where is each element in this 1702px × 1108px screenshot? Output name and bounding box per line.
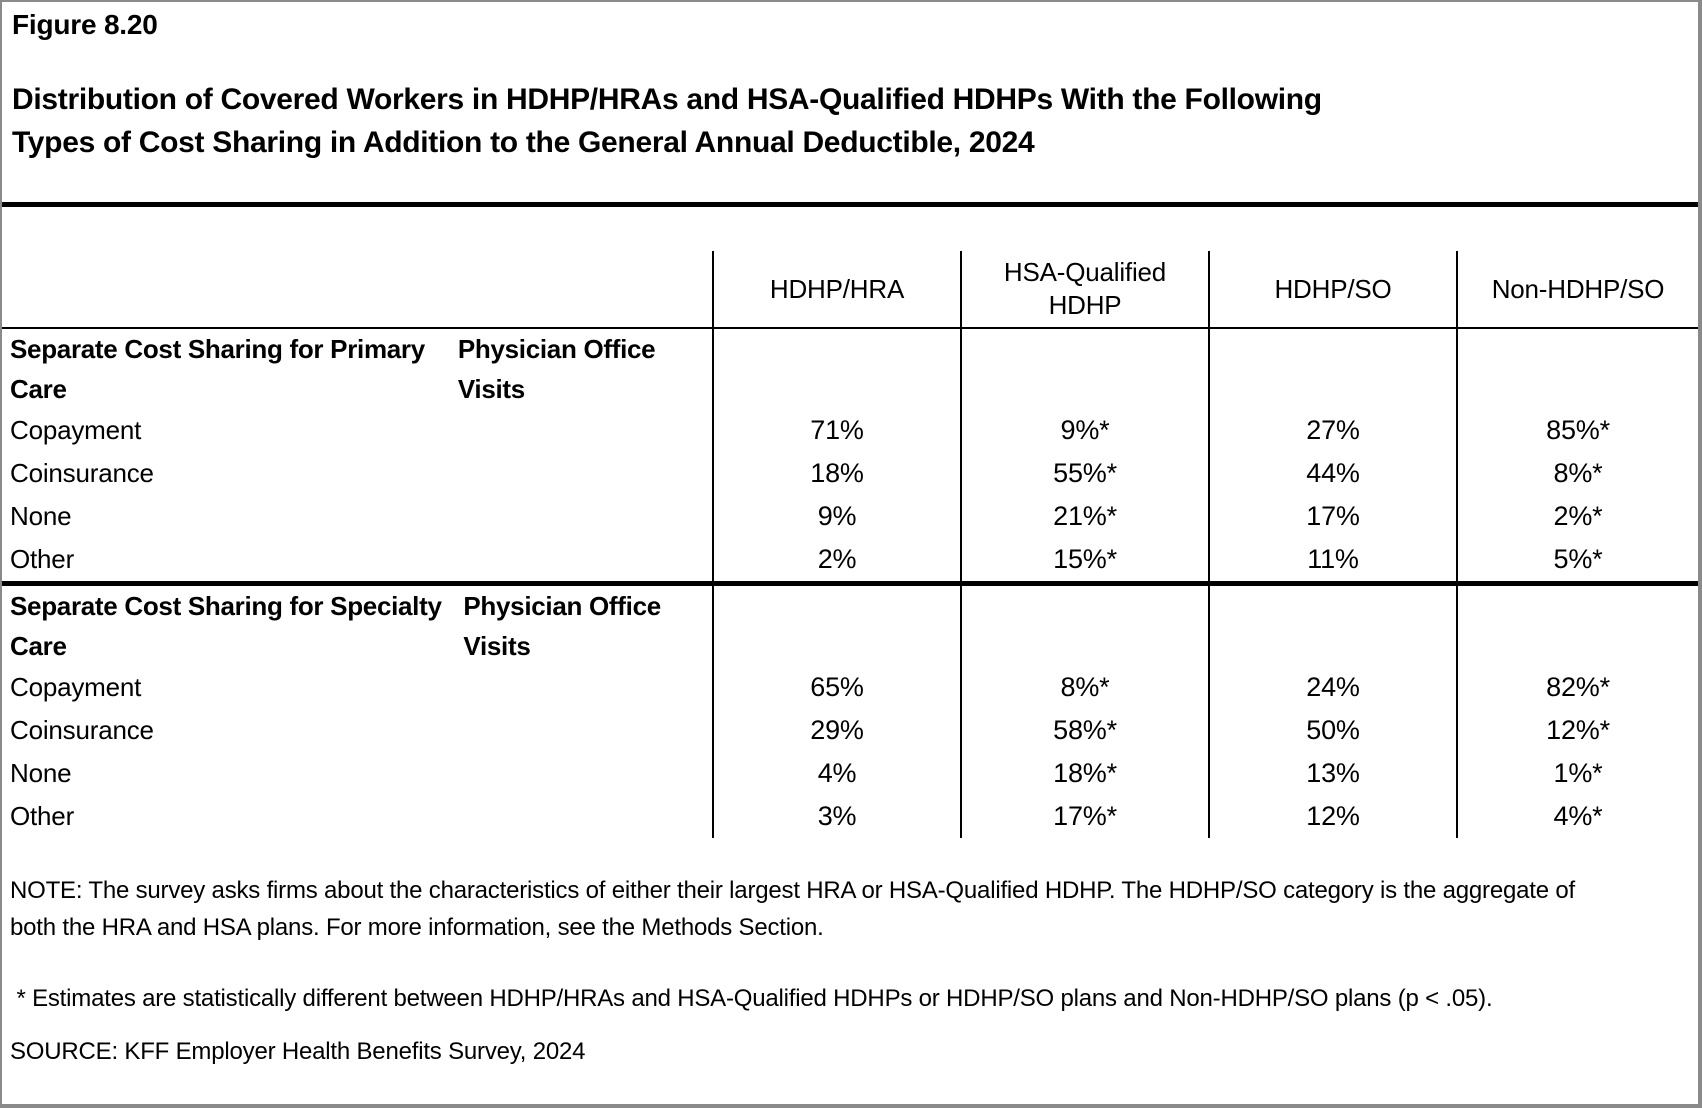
cell-value: 13% bbox=[1208, 752, 1456, 795]
cell-value: 29% bbox=[712, 709, 960, 752]
cell-value: 2% bbox=[712, 538, 960, 581]
empty-cell bbox=[712, 329, 960, 409]
cell-value: 11% bbox=[1208, 538, 1456, 581]
empty-cell bbox=[960, 329, 1208, 409]
source-text: SOURCE: KFF Employer Health Benefits Sur… bbox=[10, 1038, 586, 1065]
table-row-other: Other 3% 17%* 12% 4%* bbox=[2, 795, 1698, 838]
column-header-hdhp-so: HDHP/SO bbox=[1208, 207, 1456, 327]
figure-number: Figure 8.20 bbox=[12, 9, 158, 40]
cell-value: 4% bbox=[712, 752, 960, 795]
note-text: NOTE: The survey asks firms about the ch… bbox=[10, 877, 1575, 941]
row-label: Copayment bbox=[10, 415, 142, 445]
figure-title-line-2: Types of Cost Sharing in Addition to the… bbox=[12, 126, 1035, 159]
cell-value: 24% bbox=[1208, 666, 1456, 709]
column-header-hsa-qualified-hdhp: HSA-Qualified HDHP bbox=[960, 207, 1208, 327]
table-row-none: None 9% 21%* 17% 2%* bbox=[2, 495, 1698, 538]
figure-title-line-1: Distribution of Covered Workers in HDHP/… bbox=[12, 83, 1322, 116]
row-label: Other bbox=[10, 801, 75, 831]
cell-value: 82%* bbox=[1456, 666, 1698, 709]
empty-cell bbox=[1456, 586, 1698, 666]
section-title-line-2: Physician Office Visits bbox=[457, 334, 656, 404]
section-header-primary-care: Separate Cost Sharing for Primary Care P… bbox=[2, 329, 1698, 409]
cell-value: 58%* bbox=[960, 709, 1208, 752]
cell-value: 85%* bbox=[1456, 409, 1698, 452]
cell-value: 44% bbox=[1208, 452, 1456, 495]
cell-value: 27% bbox=[1208, 409, 1456, 452]
empty-cell bbox=[960, 586, 1208, 666]
cell-value: 71% bbox=[712, 409, 960, 452]
cell-value: 50% bbox=[1208, 709, 1456, 752]
title-divider-rule bbox=[2, 202, 1698, 207]
figure-header: Figure 8.20 Distribution of Covered Work… bbox=[2, 2, 1698, 164]
row-label: Copayment bbox=[10, 672, 142, 702]
empty-cell bbox=[1456, 329, 1698, 409]
cell-value: 17%* bbox=[960, 795, 1208, 838]
section-title: Separate Cost Sharing for Specialty Care… bbox=[2, 586, 712, 666]
cell-value: 8%* bbox=[960, 666, 1208, 709]
row-label: None bbox=[10, 758, 72, 788]
data-table: HDHP/HRA HSA-Qualified HDHP HDHP/SO Non-… bbox=[2, 207, 1698, 838]
cell-value: 12% bbox=[1208, 795, 1456, 838]
cell-value: 15%* bbox=[960, 538, 1208, 581]
cell-value: 1%* bbox=[1456, 752, 1698, 795]
cell-value: 9%* bbox=[960, 409, 1208, 452]
table-row-copayment: Copayment 71% 9%* 27% 85%* bbox=[2, 409, 1698, 452]
cell-value: 9% bbox=[712, 495, 960, 538]
cell-value: 12%* bbox=[1456, 709, 1698, 752]
row-label: None bbox=[10, 501, 72, 531]
section-title: Separate Cost Sharing for Primary Care P… bbox=[2, 329, 712, 409]
header-spacer-cell bbox=[2, 207, 712, 327]
cell-value: 5%* bbox=[1456, 538, 1698, 581]
table-header-row: HDHP/HRA HSA-Qualified HDHP HDHP/SO Non-… bbox=[2, 207, 1698, 327]
table-row-none: None 4% 18%* 13% 1%* bbox=[2, 752, 1698, 795]
cell-value: 4%* bbox=[1456, 795, 1698, 838]
section-header-specialty-care: Separate Cost Sharing for Specialty Care… bbox=[2, 586, 1698, 666]
table-row-coinsurance: Coinsurance 18% 55%* 44% 8%* bbox=[2, 452, 1698, 495]
table-row-copayment: Copayment 65% 8%* 24% 82%* bbox=[2, 666, 1698, 709]
section-divider-rule bbox=[2, 581, 1698, 586]
cell-value: 2%* bbox=[1456, 495, 1698, 538]
column-header-non-hdhp-so: Non-HDHP/SO bbox=[1456, 207, 1698, 327]
significance-note: * Estimates are statistically different … bbox=[10, 985, 1493, 1012]
cell-value: 65% bbox=[712, 666, 960, 709]
empty-cell bbox=[1208, 329, 1456, 409]
header-divider-rule bbox=[2, 327, 1698, 329]
section-title-line-1: Separate Cost Sharing for Specialty Care bbox=[10, 591, 442, 661]
row-label: Coinsurance bbox=[10, 715, 154, 745]
section-title-line-2: Physician Office Visits bbox=[463, 591, 661, 661]
cell-value: 18%* bbox=[960, 752, 1208, 795]
column-header-hdhp-hra: HDHP/HRA bbox=[712, 207, 960, 327]
empty-cell bbox=[712, 586, 960, 666]
row-label: Coinsurance bbox=[10, 458, 154, 488]
cell-value: 21%* bbox=[960, 495, 1208, 538]
cell-value: 55%* bbox=[960, 452, 1208, 495]
cell-value: 3% bbox=[712, 795, 960, 838]
cell-value: 18% bbox=[712, 452, 960, 495]
table-row-coinsurance: Coinsurance 29% 58%* 50% 12%* bbox=[2, 709, 1698, 752]
table-row-other: Other 2% 15%* 11% 5%* bbox=[2, 538, 1698, 581]
empty-cell bbox=[1208, 586, 1456, 666]
figure-title: Distribution of Covered Workers in HDHP/… bbox=[12, 78, 1698, 164]
section-title-line-1: Separate Cost Sharing for Primary Care bbox=[10, 334, 425, 404]
cell-value: 17% bbox=[1208, 495, 1456, 538]
cell-value: 8%* bbox=[1456, 452, 1698, 495]
row-label: Other bbox=[10, 544, 75, 574]
